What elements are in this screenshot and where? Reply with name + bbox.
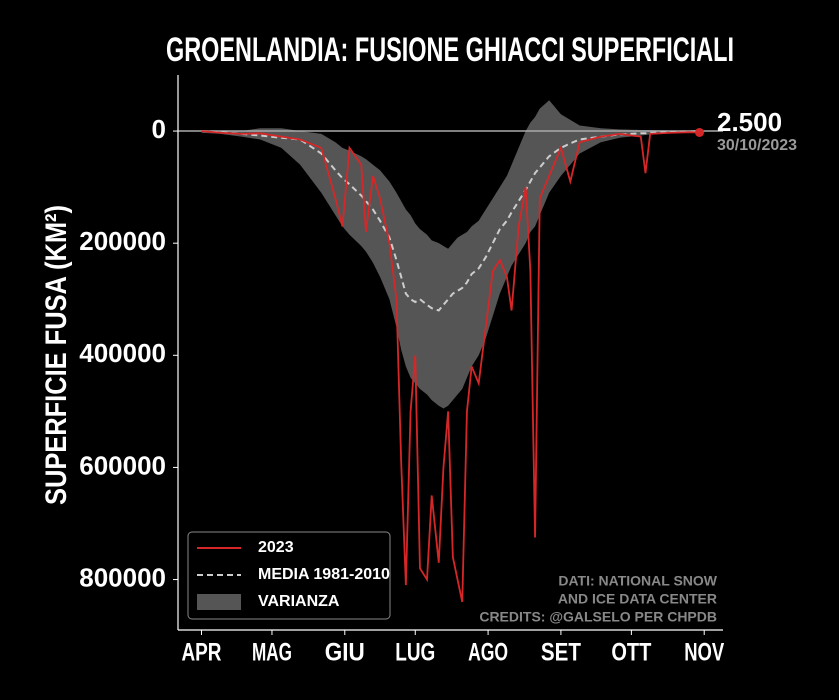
y-tick-label: 800000: [79, 562, 166, 592]
series-line: [201, 130, 700, 603]
y-axis-label: SUPERFICIE FUSA (KM²): [40, 205, 73, 505]
y-tick-label: 200000: [79, 226, 166, 256]
series-line: [201, 130, 700, 312]
legend-swatch: [197, 594, 241, 610]
x-tick-label: APR: [181, 639, 221, 667]
legend-label: MEDIA 1981-2010: [258, 566, 390, 583]
credits: DATI: NATIONAL SNOW: [558, 573, 717, 589]
chart-title: GROENLANDIA: FUSIONE GHIACCI SUPERFICIAL…: [166, 31, 734, 69]
credits: CREDITS: @GALSELO PER CHPDB: [479, 609, 717, 625]
last-value-label: 2.500: [717, 107, 782, 137]
legend-label: 2023: [258, 539, 294, 556]
credits: AND ICE DATA CENTER: [558, 591, 717, 607]
y-tick-label: 0: [152, 114, 166, 144]
variance-band: [201, 100, 700, 409]
x-tick-label: NOV: [684, 639, 724, 667]
last-date-label: 30/10/2023: [717, 137, 797, 154]
last-point: [695, 127, 705, 137]
y-tick-label: 400000: [79, 338, 166, 368]
x-tick-label: MAG: [252, 639, 292, 667]
x-tick-label: AGO: [468, 639, 508, 667]
legend-label: VARIANZA: [258, 593, 340, 610]
legend: 2023 MEDIA 1981-2010 VARIANZA: [187, 531, 391, 620]
x-tick-label: OTT: [611, 639, 651, 667]
x-tick-label: SET: [541, 639, 581, 667]
y-tick-label: 600000: [79, 450, 166, 480]
x-tick-label: GIU: [325, 639, 365, 667]
x-tick-label: LUG: [395, 639, 435, 667]
